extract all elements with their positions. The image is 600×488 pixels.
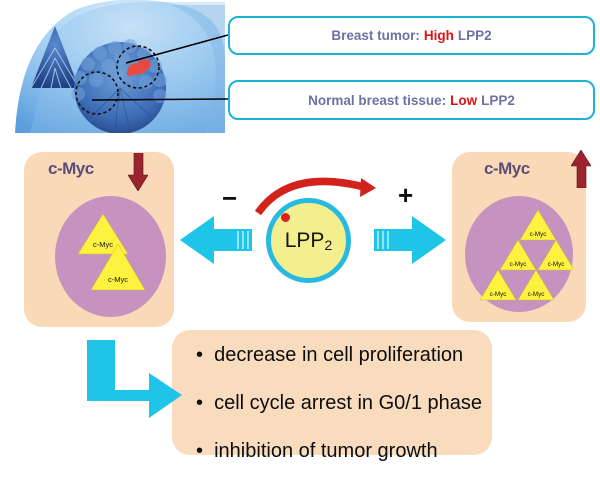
svg-text:c-Myc: c-Myc xyxy=(93,240,113,249)
svg-text:c-Myc: c-Myc xyxy=(528,291,545,298)
svg-text:c-Myc: c-Myc xyxy=(548,261,565,268)
svg-text:c-Myc: c-Myc xyxy=(108,275,128,284)
svg-text:c-Myc: c-Myc xyxy=(510,261,527,268)
svg-text:c-Myc: c-Myc xyxy=(530,231,547,238)
svg-text:c-Myc: c-Myc xyxy=(490,291,507,298)
